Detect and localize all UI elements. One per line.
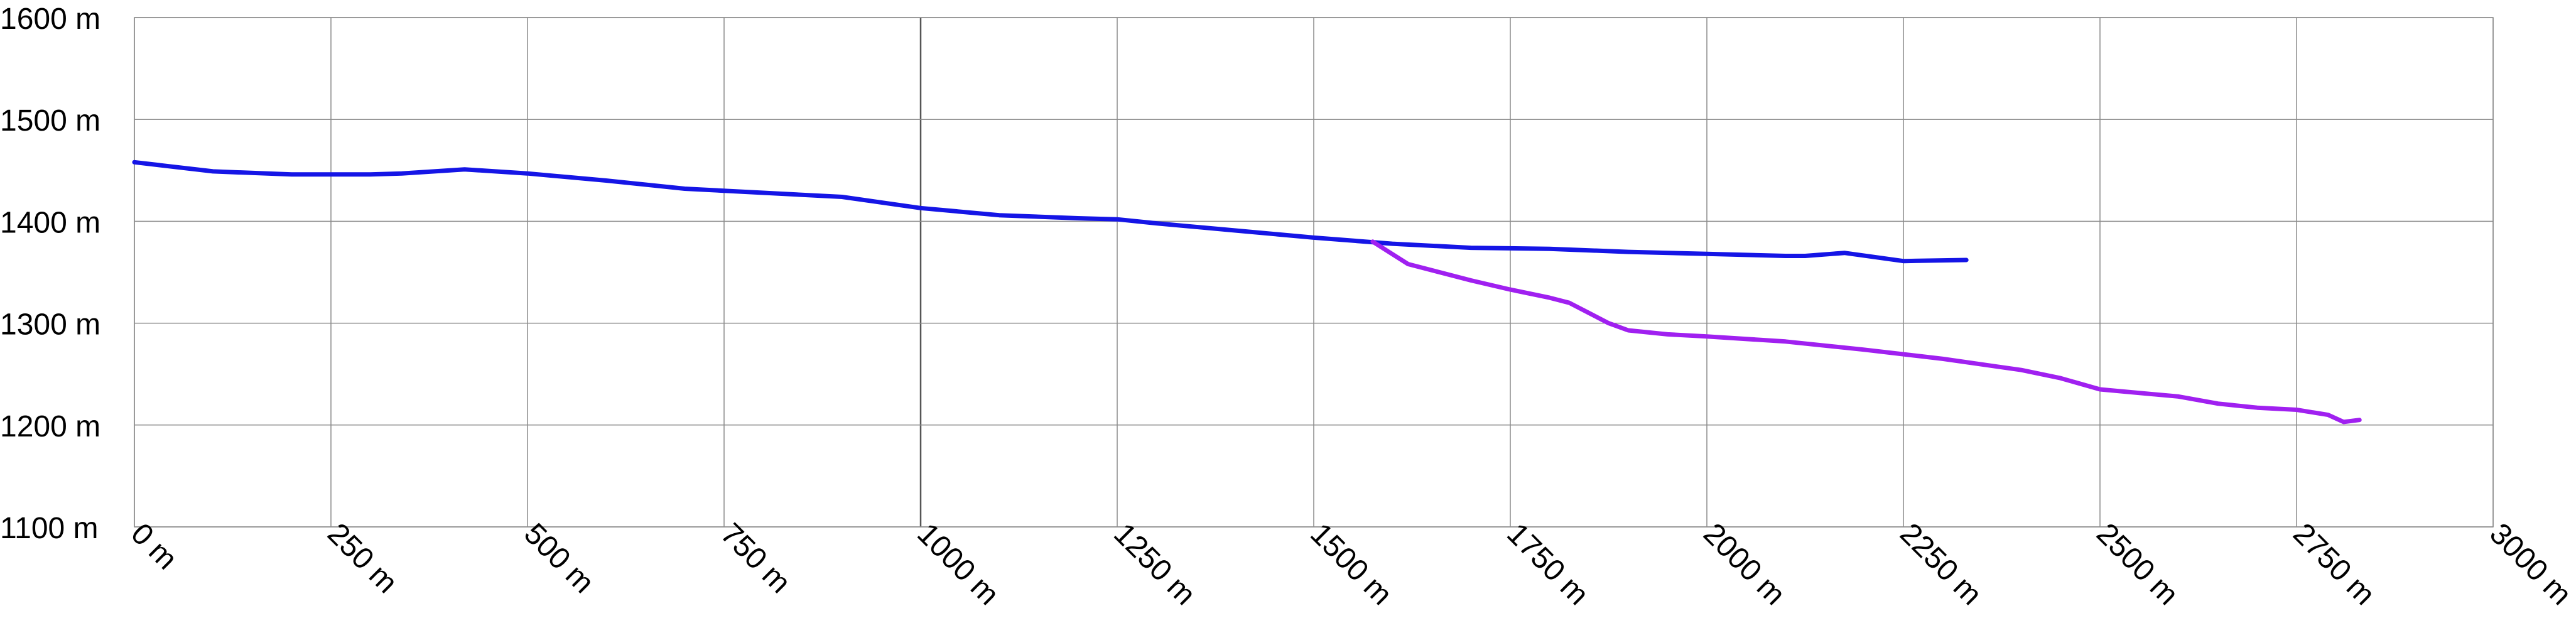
y-tick-label: 1300 m: [0, 308, 100, 342]
y-tick-label: 1500 m: [0, 104, 100, 138]
x-tick-label: 2500 m: [2090, 517, 2185, 612]
series-group: [132, 160, 2362, 425]
y-tick-label: 1600 m: [0, 3, 100, 36]
x-tick-label: 2750 m: [2286, 517, 2381, 612]
plot-frame: [134, 17, 2494, 528]
series-line-1: [132, 160, 1969, 264]
x-tick-label: 1250 m: [1107, 517, 1202, 612]
x-axis-ticks: 0 m 250 m 500 m 750 m 1000 m 1250 m 1500 m 1750…: [124, 517, 2576, 612]
grid: [134, 17, 2494, 528]
x-tick-label: 3000 m: [2483, 517, 2576, 612]
y-tick-label: 1400 m: [0, 206, 100, 239]
y-tick-label: 1200 m: [0, 410, 100, 443]
y-tick-label: 1100 m: [0, 512, 99, 545]
x-tick-label: 2250 m: [1893, 517, 1988, 612]
y-axis-ticks: 1600 m 1500 m 1400 m 1300 m 1200 m 1100 m: [0, 3, 100, 545]
x-tick-label: 0 m: [124, 517, 183, 576]
x-tick-label: 500 m: [517, 517, 600, 600]
series-line-2: [1370, 239, 2362, 425]
x-tick-label: 1000 m: [911, 517, 1005, 612]
x-tick-label: 2000 m: [1697, 517, 1792, 612]
x-tick-label: 250 m: [321, 517, 404, 600]
x-tick-label: 750 m: [714, 517, 797, 600]
x-tick-label: 1750 m: [1500, 517, 1595, 612]
x-tick-label: 1500 m: [1304, 517, 1399, 612]
